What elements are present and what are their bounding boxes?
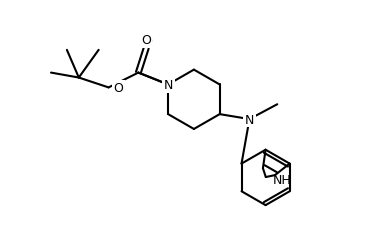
Text: NH: NH [273,173,291,186]
Text: O: O [114,82,123,94]
Text: N: N [163,78,173,91]
Text: N: N [245,113,254,126]
Text: O: O [114,83,123,96]
Text: O: O [142,35,152,48]
Text: N: N [245,113,254,126]
Text: N: N [163,79,173,91]
Text: O: O [141,34,151,47]
Text: N: N [163,79,173,91]
